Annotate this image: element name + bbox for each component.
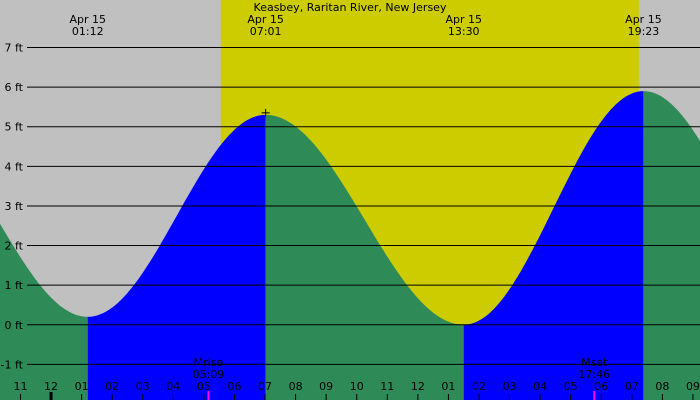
extreme-date-label: Apr 15 <box>69 13 106 26</box>
x-tick-label: 06 <box>594 380 608 393</box>
x-tick-label: 02 <box>105 380 119 393</box>
y-tick-label: 7 ft <box>5 42 24 55</box>
x-tick-label: 04 <box>533 380 547 393</box>
y-tick-label: 0 ft <box>5 319 24 332</box>
x-axis-ticks: 11 12 01 02 03 04 05 06 07 08 09 10 11 12 01 02 03 04 05 06… <box>13 380 700 400</box>
x-tick-label: 12 <box>411 380 425 393</box>
y-tick-label: 6 ft <box>5 81 24 94</box>
x-tick-label: 07 <box>625 380 639 393</box>
x-tick-label: 09 <box>686 380 700 393</box>
moon-event-label: Mrise <box>194 356 224 369</box>
extreme-time-label: 19:23 <box>628 25 660 38</box>
extreme-time-label: 01:12 <box>72 25 104 38</box>
x-tick-label: 03 <box>136 380 150 393</box>
extreme-date-label: Apr 15 <box>445 13 482 26</box>
x-tick-label: 08 <box>655 380 669 393</box>
extreme-time-label: 13:30 <box>448 25 480 38</box>
x-tick-label: 05 <box>197 380 211 393</box>
x-tick-label: 01 <box>75 380 89 393</box>
moon-event-label: Mset <box>581 356 608 369</box>
x-tick-label: 02 <box>472 380 486 393</box>
x-tick-label: 11 <box>13 380 27 393</box>
x-tick-label: 01 <box>441 380 455 393</box>
y-tick-label: 2 ft <box>5 240 24 253</box>
falling-tide-area <box>265 114 464 400</box>
y-tick-label: -1 ft <box>1 358 24 371</box>
grid-lines <box>27 47 700 365</box>
extreme-date-label: Apr 15 <box>625 13 662 26</box>
extreme-date-label: Apr 15 <box>247 13 284 26</box>
y-tick-label: 4 ft <box>5 160 24 173</box>
rising-tide-area <box>87 114 266 400</box>
moon-event-time: 05:09 <box>193 368 225 381</box>
y-tick-label: 1 ft <box>5 279 24 292</box>
x-tick-label: 04 <box>166 380 180 393</box>
y-axis-labels: -1 ft 0 ft 1 ft 2 ft 3 ft 4 ft 5 ft 6 ft 7 ft <box>1 42 24 372</box>
x-tick-label: 10 <box>350 380 364 393</box>
x-tick-label: 11 <box>380 380 394 393</box>
moon-event-time: 17:46 <box>578 368 610 381</box>
chart-title: Keasbey, Raritan River, New Jersey <box>254 1 447 14</box>
y-tick-label: 3 ft <box>5 200 24 213</box>
x-tick-label: 05 <box>564 380 578 393</box>
x-tick-label: 08 <box>289 380 303 393</box>
x-tick-label: 03 <box>503 380 517 393</box>
falling-tide-area <box>0 223 88 400</box>
x-tick-label: 12 <box>44 380 58 393</box>
x-tick-label: 07 <box>258 380 272 393</box>
x-tick-label: 06 <box>227 380 241 393</box>
extreme-time-label: 07:01 <box>250 25 282 38</box>
y-tick-label: 5 ft <box>5 121 24 134</box>
x-tick-label: 09 <box>319 380 333 393</box>
